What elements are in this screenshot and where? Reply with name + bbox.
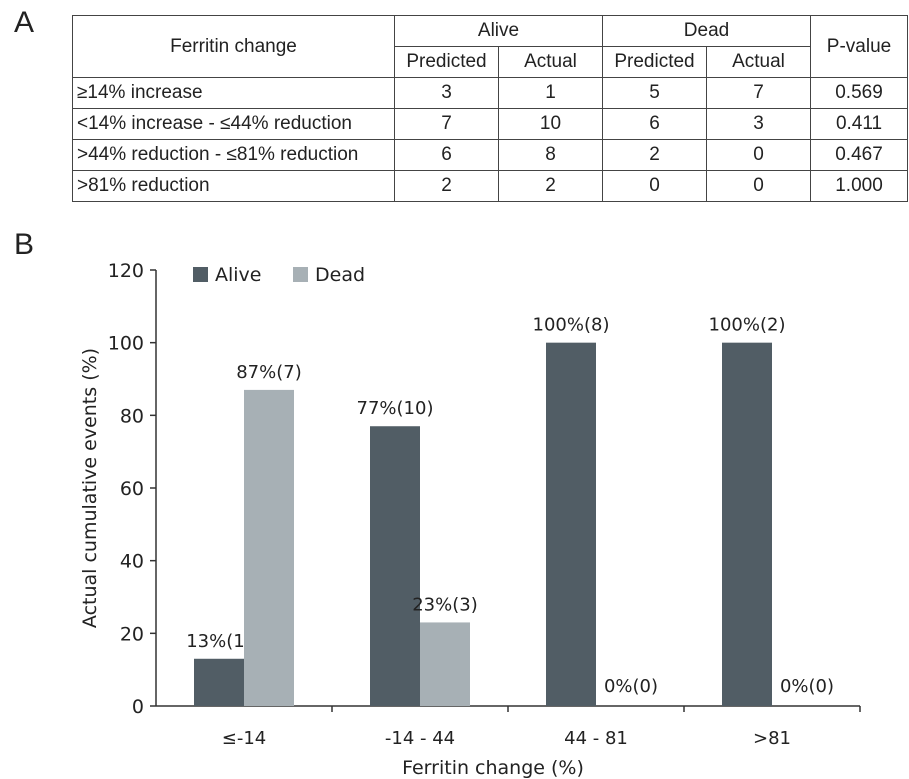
subheader-alive-actual: Actual [498,46,603,78]
cell-alive-actual: 2 [498,170,603,202]
cell-p-value: 0.411 [810,108,909,140]
data-label: 0%(0) [780,676,834,697]
legend-label-alive: Alive [215,264,262,286]
legend-label-dead: Dead [315,264,365,286]
table-row: >44% reduction - ≤81% reduction 6 8 2 0 … [72,139,909,171]
y-tick-label: 100 [108,333,144,355]
cell-p-value: 1.000 [810,170,909,202]
y-tick-label: 0 [132,696,144,718]
row-label: >44% reduction - ≤81% reduction [72,139,395,171]
y-tick-label: 20 [120,623,144,645]
bar-dead [420,622,470,706]
y-tick-label: 80 [120,405,144,427]
data-label: 87%(7) [236,362,302,383]
panel-label-a: A [14,6,35,39]
panel-label-b: B [14,228,35,261]
data-label: 0%(0) [604,676,658,697]
subheader-dead-predicted: Predicted [602,46,707,78]
cell-alive-actual: 8 [498,139,603,171]
bar-alive [722,342,772,706]
header-p-value: P-value [810,15,909,78]
header-alive: Alive [394,15,603,47]
y-tick-label: 40 [120,551,144,573]
x-tick-label: ≤-14 [222,728,266,749]
legend-swatch-dead [293,267,308,282]
cell-p-value: 0.467 [810,139,909,171]
row-label: >81% reduction [72,170,395,202]
cell-alive-predicted: 7 [394,108,499,140]
subheader-dead-actual: Actual [705,46,812,78]
table-row: >81% reduction 2 2 0 0 1.000 [72,170,909,202]
header-dead: Dead [601,15,812,47]
cell-alive-predicted: 2 [394,170,499,202]
data-label: 100%(2) [709,315,786,336]
x-tick-label: -14 - 44 [385,728,455,749]
cell-alive-predicted: 3 [394,77,499,109]
ferritin-table: Ferritin change Alive Dead P-value Predi… [72,15,909,202]
x-tick-label: >81 [753,728,791,749]
cell-alive-actual: 10 [498,108,603,140]
bar-alive [546,342,596,706]
data-label: 100%(8) [533,315,610,336]
cell-dead-actual: 0 [705,170,812,202]
bar-dead [244,389,294,706]
bar-alive [194,658,244,706]
data-label: 77%(10) [357,398,434,419]
header-ferritin-change: Ferritin change [72,15,395,78]
cell-dead-actual: 3 [705,108,812,140]
row-label: ≥14% increase [72,77,395,109]
legend-swatch-alive [193,267,208,282]
x-axis-label: Ferritin change (%) [402,757,584,779]
cell-alive-predicted: 6 [394,139,499,171]
data-label: 23%(3) [412,594,478,615]
cell-dead-predicted: 2 [602,139,707,171]
bar-chart: 0 20 40 60 80 100 120 ≤-14 13%(1) 87%(7) -14 - 44 7… [79,260,861,779]
cell-dead-actual: 0 [705,139,812,171]
table-row: <14% increase - ≤44% reduction 7 10 6 3 … [72,108,909,140]
bar-alive [370,426,420,706]
x-tick-label: 44 - 81 [564,728,628,749]
data-label: 13%(1) [186,631,252,652]
cell-p-value: 0.569 [810,77,909,109]
cell-dead-predicted: 6 [602,108,707,140]
row-label: <14% increase - ≤44% reduction [72,108,395,140]
table-row: ≥14% increase 3 1 5 7 0.569 [72,77,909,109]
y-tick-label: 120 [108,260,144,282]
y-tick-label: 60 [120,478,144,500]
cell-dead-predicted: 5 [602,77,707,109]
subheader-alive-predicted: Predicted [394,46,499,78]
cell-alive-actual: 1 [498,77,603,109]
y-axis-label: Actual cumulative events (%) [79,348,101,628]
cell-dead-actual: 7 [705,77,812,109]
cell-dead-predicted: 0 [602,170,707,202]
